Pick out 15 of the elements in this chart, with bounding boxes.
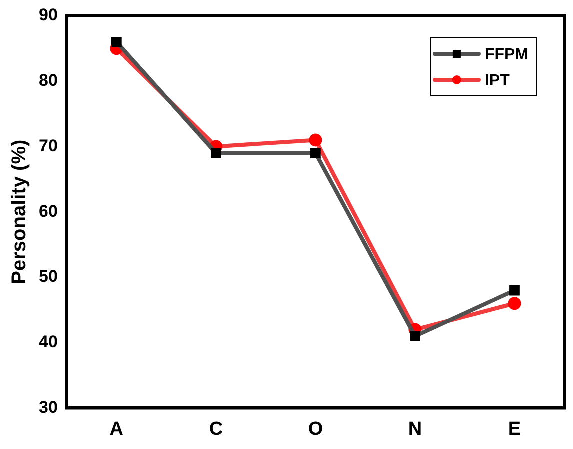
y-tick-label: 80 <box>38 71 58 90</box>
y-tick-label: 40 <box>38 332 58 352</box>
x-tick-label: A <box>110 418 124 440</box>
x-tick-label: N <box>408 418 422 440</box>
y-tick-label: 30 <box>38 398 58 417</box>
x-tick-label: O <box>308 418 324 440</box>
y-tick-label: 50 <box>38 267 58 286</box>
x-tick-label: E <box>508 418 522 440</box>
y-tick-label: 90 <box>38 6 58 25</box>
y-axis-title: Personality (%) <box>8 140 31 284</box>
legend-label: IPT <box>484 72 510 90</box>
legend-label: FFPM <box>484 46 528 64</box>
y-tick-label: 70 <box>38 136 58 156</box>
y-tick-label: 60 <box>38 202 58 221</box>
x-tick-label: C <box>209 418 224 440</box>
